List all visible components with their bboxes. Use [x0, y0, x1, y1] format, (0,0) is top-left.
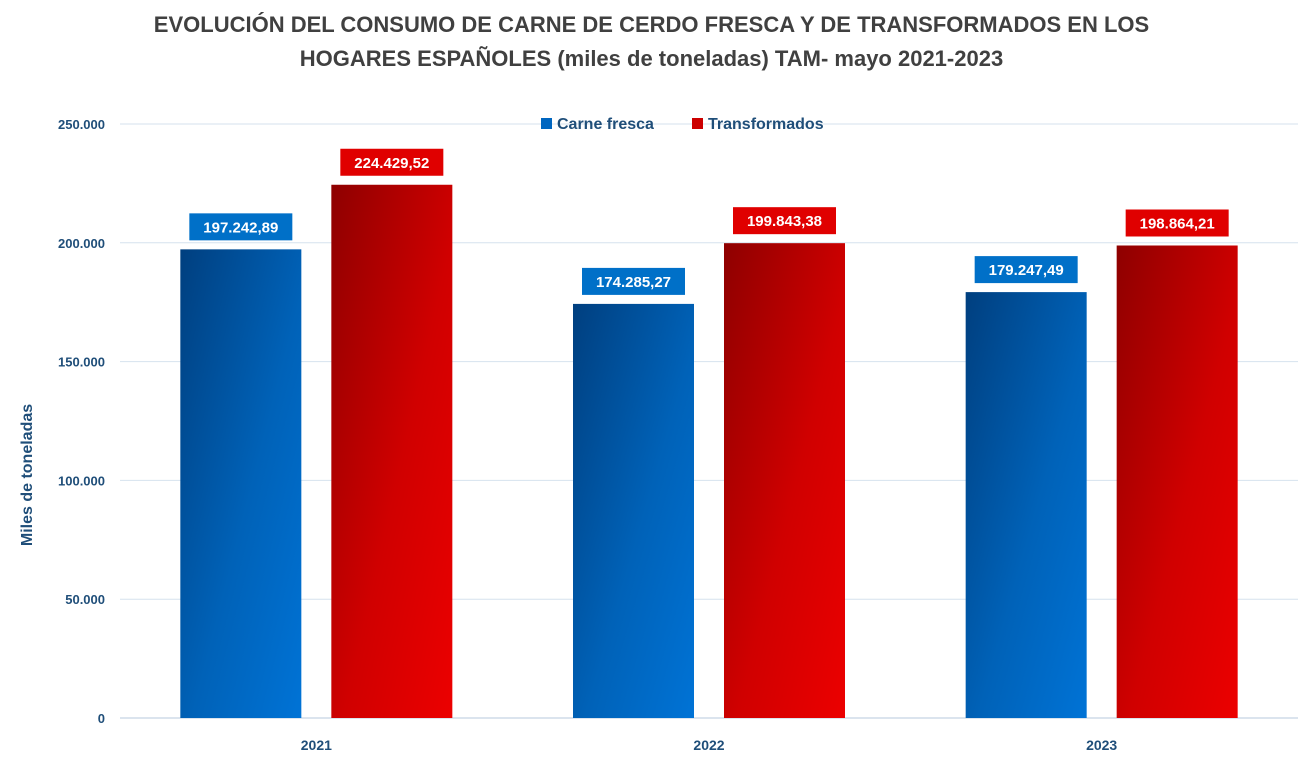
y-tick-label: 150.000: [58, 355, 105, 370]
legend-swatch: [692, 118, 703, 129]
x-category-label: 2022: [693, 737, 724, 753]
data-labels: 197.242,89 224.429,52 174.285,27 199.843,38…: [189, 148, 1229, 295]
chart-title-line2: HOGARES ESPAÑOLES (miles de toneladas) T…: [299, 46, 1004, 71]
legend-swatch: [541, 118, 552, 129]
y-tick-label: 250.000: [58, 117, 105, 132]
bar-carne-fresca-2021: [180, 249, 302, 718]
data-label-box: [733, 207, 836, 235]
data-label: 179.247,49: [989, 262, 1064, 279]
data-label-box: [974, 256, 1078, 284]
data-label: 224.429,52: [354, 155, 429, 172]
data-label: 174.285,27: [596, 274, 671, 291]
y-axis-ticks: 0 50.000 100.000 150.000 200.000 250.000: [58, 117, 105, 726]
data-label: 197.242,89: [203, 219, 278, 236]
legend-label: Transformados: [708, 116, 824, 133]
x-axis-categories: 2021 2022 2023: [301, 737, 1118, 753]
gridlines: [120, 123, 1298, 719]
x-category-label: 2023: [1086, 737, 1117, 753]
bar-transformados-2022: [724, 243, 845, 719]
data-label-box: [340, 148, 444, 176]
chart-title: EVOLUCIÓN DEL CONSUMO DE CARNE DE CERDO …: [0, 8, 1303, 76]
chart-title-line1: EVOLUCIÓN DEL CONSUMO DE CARNE DE CERDO …: [153, 12, 1150, 37]
legend-label: Carne fresca: [557, 116, 654, 133]
y-tick-label: 100.000: [58, 473, 105, 488]
data-label: 198.864,21: [1140, 215, 1215, 232]
bar-carne-fresca-2023: [965, 292, 1087, 718]
y-tick-label: 50.000: [65, 592, 105, 607]
bar-carne-fresca-2022: [573, 303, 694, 718]
y-axis-title: Miles de toneladas: [19, 404, 36, 546]
bars: [180, 184, 1238, 719]
data-label-box: [189, 213, 293, 241]
data-label: 199.843,38: [747, 213, 822, 230]
data-label-box: [582, 267, 685, 295]
y-tick-label: 0: [98, 711, 105, 726]
bar-transformados-2021: [331, 184, 453, 718]
bar-transformados-2023: [1116, 245, 1238, 718]
legend: Carne fresca Transformados: [541, 116, 824, 133]
data-label-box: [1125, 209, 1229, 237]
y-tick-label: 200.000: [58, 236, 105, 251]
x-category-label: 2021: [301, 737, 332, 753]
